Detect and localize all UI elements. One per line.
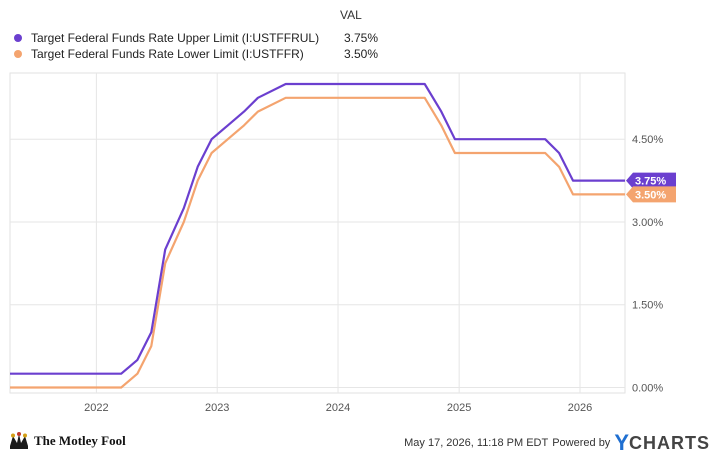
end-label-background — [626, 186, 676, 203]
y-tick-label: 4.50% — [632, 134, 663, 146]
jester-hat-icon — [10, 432, 28, 449]
powered-by-label: Powered by — [552, 437, 611, 449]
x-tick-label: 2023 — [205, 402, 229, 414]
ycharts-logo-y[interactable]: Y — [614, 430, 629, 455]
brand-name: The Motley Fool — [34, 433, 126, 448]
series-line-upper — [10, 82, 625, 375]
legend-value-header: VAL — [340, 8, 362, 22]
end-label-lower: 3.50% — [626, 186, 676, 203]
plot-area — [9, 72, 626, 394]
y-tick-label: 3.00% — [632, 217, 663, 229]
end-label-text: 3.75% — [635, 176, 666, 188]
end-label-upper: 3.75% — [626, 172, 676, 189]
x-tick-label: 2024 — [326, 402, 350, 414]
end-label-background — [626, 172, 676, 189]
x-tick-label: 2026 — [568, 402, 592, 414]
rate-chart: 0.00% 1.50% 3.00% 4.50% 2022 2023 2024 2025 2026… — [9, 72, 676, 414]
legend-value-lower: 3.50% — [344, 47, 379, 61]
y-tick-label: 0.00% — [632, 382, 663, 394]
x-tick-label: 2025 — [447, 402, 471, 414]
legend-label-lower: Target Federal Funds Rate Lower Limit (I… — [31, 47, 304, 61]
legend-label-upper: Target Federal Funds Rate Upper Limit (I… — [31, 31, 320, 45]
timestamp: May 17, 2026, 11:18 PM EDT — [404, 437, 549, 449]
end-label-text: 3.50% — [635, 189, 666, 201]
footer-attribution: May 17, 2026, 11:18 PM EDT Powered by Y … — [404, 430, 710, 456]
ycharts-logo-text[interactable]: CHARTS — [629, 432, 710, 453]
series-line-lower — [10, 96, 625, 389]
legend-dot-upper — [14, 34, 22, 42]
x-tick-label: 2022 — [84, 402, 108, 414]
legend-dot-lower — [14, 50, 22, 58]
legend-item-upper[interactable]: Target Federal Funds Rate Upper Limit (I… — [14, 30, 384, 46]
motley-fool-logo[interactable]: The Motley Fool — [8, 432, 126, 450]
legend-item-lower[interactable]: Target Federal Funds Rate Lower Limit (I… — [14, 46, 384, 62]
legend-value-upper: 3.75% — [344, 31, 379, 45]
y-tick-label: 1.50% — [632, 300, 663, 312]
